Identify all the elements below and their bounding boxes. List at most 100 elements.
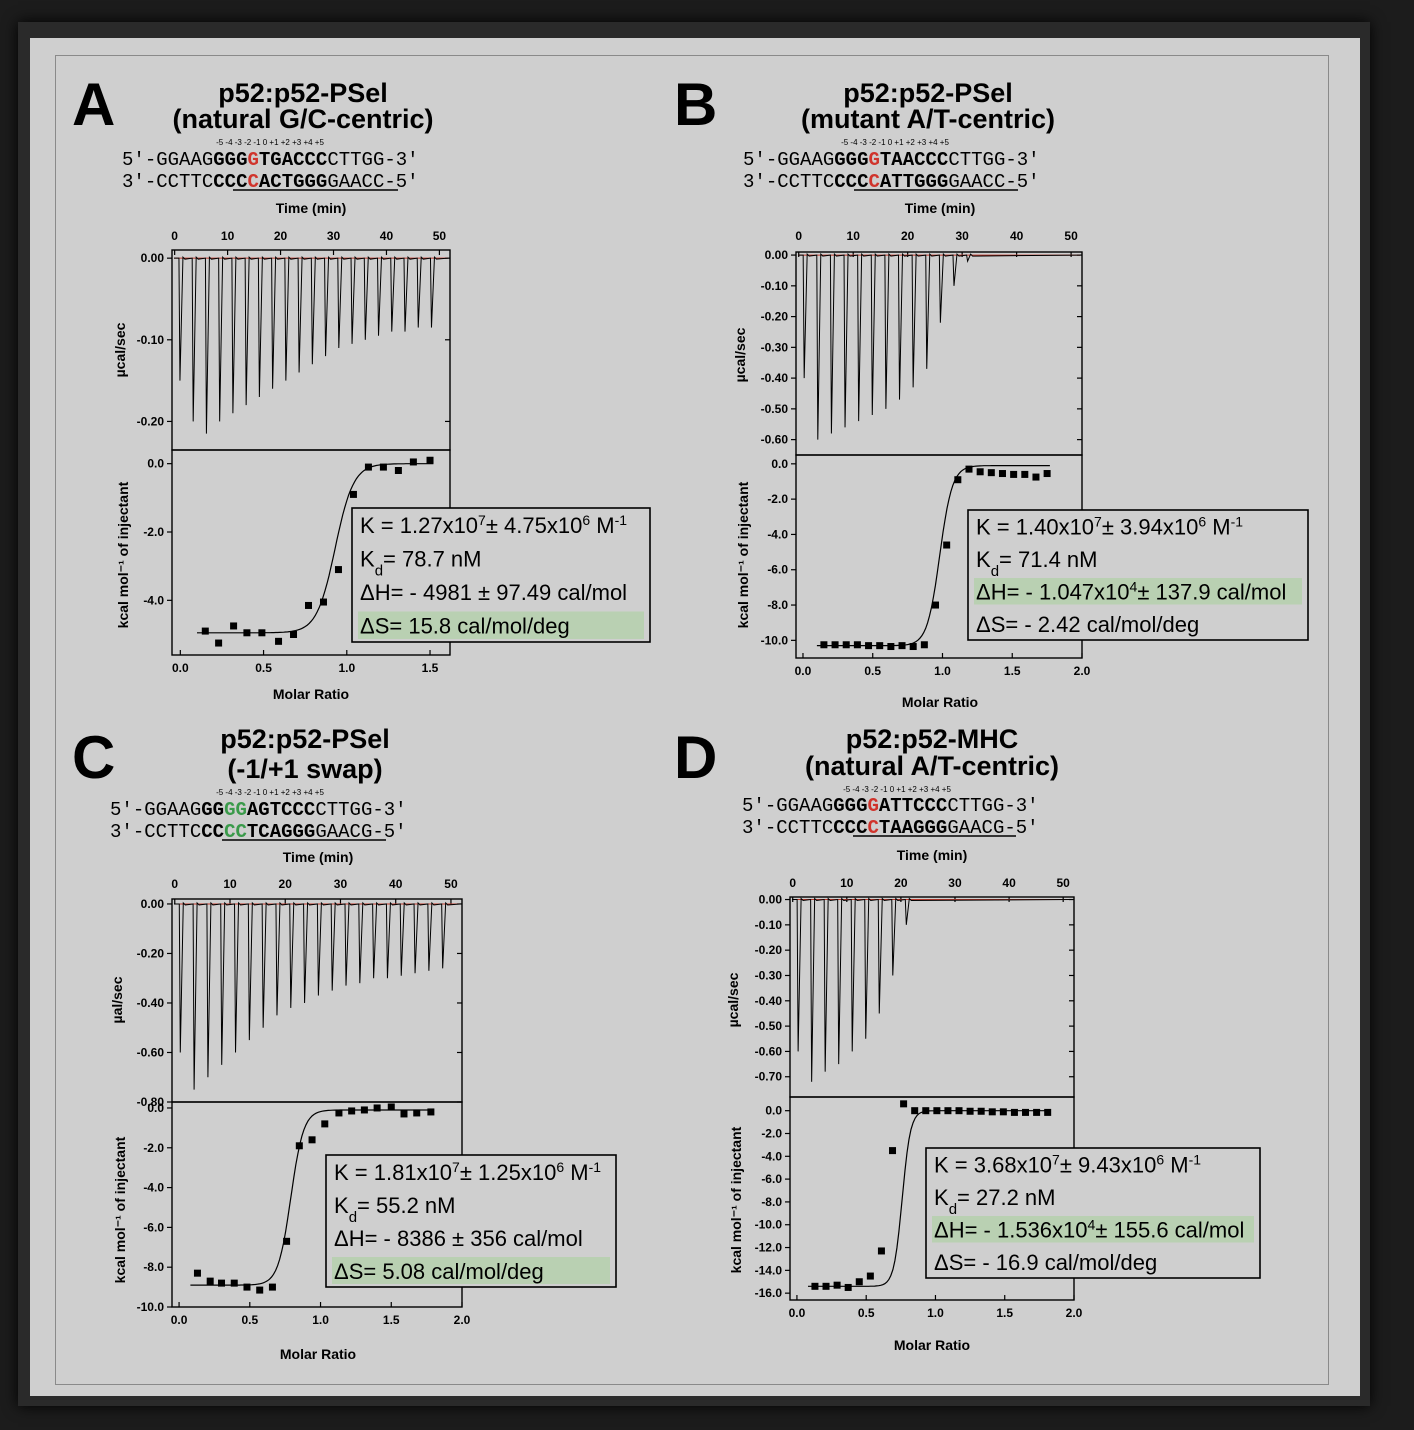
heat-tick-label: -6.0	[143, 1220, 164, 1234]
power-tick-label: -0.10	[137, 333, 165, 347]
panel-title-line2: (mutant A/T-centric)	[801, 104, 1055, 134]
time-tick-label: 10	[221, 229, 235, 243]
heat-tick-label: -14.0	[755, 1263, 783, 1277]
heat-tick-label: -8.0	[143, 1260, 164, 1274]
time-axis-label: Time (min)	[897, 847, 968, 863]
power-axis-label: µal/sec	[109, 976, 125, 1023]
ratio-tick-label: 0.0	[795, 664, 812, 678]
data-point	[243, 1283, 251, 1291]
data-point	[283, 1237, 291, 1245]
time-tick-label: 0	[789, 876, 796, 890]
heat-tick-label: -6.0	[767, 563, 788, 577]
data-point	[426, 456, 434, 464]
data-point	[321, 1120, 329, 1128]
data-point	[920, 641, 928, 649]
power-tick-label: 0.00	[765, 248, 789, 262]
molar-ratio-label: Molar Ratio	[273, 686, 349, 702]
ratio-tick-label: 1.0	[934, 664, 951, 678]
data-point	[258, 629, 266, 637]
data-point	[999, 1108, 1007, 1116]
fit-curve	[197, 463, 434, 634]
power-axis-label: µcal/sec	[732, 327, 748, 382]
panel-letter: A	[72, 71, 115, 138]
heat-tick-label: -2.0	[143, 1141, 164, 1155]
thermogram-trace	[174, 255, 449, 434]
data-point	[427, 1108, 435, 1116]
sequence-positions: -5 -4 -3 -2 -1 0 +1 +2 +3 +4 +5	[843, 785, 951, 794]
ratio-tick-label: 0.5	[864, 664, 881, 678]
panel-title-line2: (natural G/C-centric)	[172, 104, 433, 134]
data-point	[842, 641, 850, 649]
heat-axis-label: kcal mol⁻¹ of injectant	[728, 1126, 744, 1273]
time-tick-label: 0	[171, 877, 178, 891]
time-tick-label: 0	[795, 229, 802, 243]
param-ds: ΔS= 15.8 cal/mol/deg	[360, 614, 570, 639]
panel-title-line2: (-1/+1 swap)	[227, 754, 382, 784]
data-point	[308, 1136, 316, 1144]
heat-tick-label: -2.0	[767, 492, 788, 506]
heat-tick-label: -4.0	[143, 1181, 164, 1195]
power-tick-label: 0.00	[141, 251, 165, 265]
figure-border	[55, 55, 1329, 1385]
time-tick-label: 50	[444, 877, 458, 891]
param-k: K = 3.68x107± 9.43x106 M-1	[934, 1151, 1201, 1177]
molar-ratio-label: Molar Ratio	[902, 694, 978, 710]
power-tick-label: -0.40	[761, 371, 789, 385]
data-point	[230, 622, 238, 630]
ratio-tick-label: 0.0	[172, 661, 189, 675]
power-tick-label: -0.50	[761, 402, 789, 416]
dna-bottom-strand: 3'-CCTTCCCCCTAAGGGGAACG-5'	[742, 817, 1039, 839]
power-axis-label: µcal/sec	[725, 972, 741, 1027]
data-point	[1033, 1108, 1041, 1116]
heat-tick-label: -4.0	[767, 527, 788, 541]
data-point	[853, 641, 861, 649]
time-tick-label: 20	[901, 229, 915, 243]
data-point	[811, 1282, 819, 1290]
heat-tick-label: 0.0	[771, 457, 788, 471]
sequence-positions: -5 -4 -3 -2 -1 0 +1 +2 +3 +4 +5	[216, 138, 324, 147]
data-point	[373, 1104, 381, 1112]
dna-bottom-strand: 3'-CCTTCCCCCTCAGGGGAACG-5'	[110, 821, 407, 843]
time-tick-label: 30	[955, 229, 969, 243]
dna-top-strand: 5'-GGAAGGGGGTGACCCCTTGG-3'	[122, 149, 419, 171]
heat-axis-label: kcal mol⁻¹ of injectant	[735, 481, 751, 628]
data-point	[831, 641, 839, 649]
ratio-tick-label: 1.5	[422, 661, 439, 675]
parameter-highlight	[932, 1216, 1254, 1243]
time-tick-label: 30	[327, 229, 341, 243]
molar-ratio-label: Molar Ratio	[894, 1337, 970, 1353]
heat-tick-label: -8.0	[761, 1195, 782, 1209]
ratio-tick-label: 0.0	[171, 1313, 188, 1327]
dna-bottom-strand: 3'-CCTTCCCCCACTGGGGAACC-5'	[122, 171, 419, 193]
heat-tick-label: -4.0	[761, 1149, 782, 1163]
data-point	[1010, 1108, 1018, 1116]
data-point	[1032, 473, 1040, 481]
heat-tick-label: 0.0	[147, 1101, 164, 1115]
thermogram-trace	[798, 252, 1081, 440]
panel-title-line1: p52:p52-MHC	[846, 724, 1019, 754]
dna-top-strand: 5'-GGAAGGGGGTAACCCCTTGG-3'	[743, 149, 1040, 171]
data-point	[933, 1107, 941, 1115]
heat-tick-label: -2.0	[761, 1126, 782, 1140]
data-point	[987, 469, 995, 477]
ratio-tick-label: 1.0	[312, 1313, 329, 1327]
time-tick-label: 30	[334, 877, 348, 891]
data-point	[822, 1282, 830, 1290]
data-point	[230, 1279, 238, 1287]
data-point	[349, 490, 357, 498]
sequence-positions: -5 -4 -3 -2 -1 0 +1 +2 +3 +4 +5	[216, 788, 324, 797]
param-dh: ΔH= - 1.047x104± 137.9 cal/mol	[976, 578, 1286, 604]
data-point	[1022, 1108, 1030, 1116]
data-point	[348, 1107, 356, 1115]
data-point	[911, 1107, 919, 1115]
power-tick-label: -0.40	[137, 996, 165, 1010]
power-tick-label: -0.60	[755, 1044, 783, 1058]
ratio-tick-label: 1.5	[383, 1313, 400, 1327]
heat-tick-label: -4.0	[143, 593, 164, 607]
panel-title-line1: p52:p52-PSel	[218, 78, 388, 108]
data-point	[976, 468, 984, 476]
data-point	[1044, 1108, 1052, 1116]
thermogram-frame	[171, 249, 451, 451]
